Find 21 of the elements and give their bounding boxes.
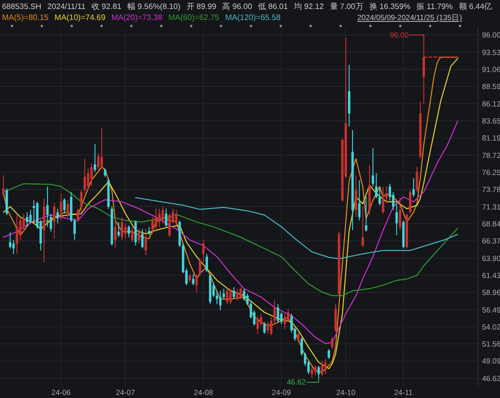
annotation: * — [458, 23, 462, 32]
annotation: * — [70, 23, 74, 32]
annotation: * — [279, 23, 282, 32]
annotation: * — [40, 23, 44, 32]
annotation: * — [368, 23, 372, 32]
text: MA(5)=80.15 — [2, 13, 50, 22]
annotation: * — [10, 23, 14, 32]
annotation: * — [100, 23, 104, 32]
text: MA(20)=73.38 — [111, 13, 163, 22]
annotation: * — [190, 23, 193, 32]
annotation: * — [220, 23, 223, 32]
text: MA(120)=65.58 — [225, 13, 282, 22]
annotation: * — [130, 23, 134, 32]
annotation: * — [428, 23, 432, 32]
annotation: * — [309, 23, 312, 32]
annotation: * — [398, 23, 402, 32]
annotation: * — [160, 23, 163, 32]
text: MA(60)=62.75 — [168, 13, 220, 22]
text: MA(10)=74.69 — [54, 13, 106, 22]
annotation: * — [338, 23, 342, 32]
annotation: * — [249, 23, 252, 32]
